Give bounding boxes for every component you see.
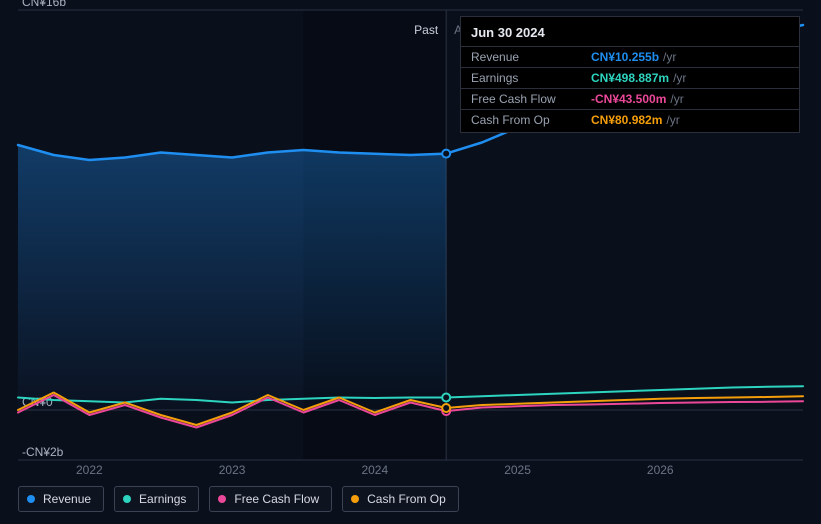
series-fill-revenue <box>18 145 446 410</box>
tooltip-row-label: Revenue <box>471 50 591 64</box>
legend-item-revenue[interactable]: Revenue <box>18 486 104 512</box>
tooltip-row-value: CN¥498.887m <box>591 71 669 85</box>
y-tick-label: -CN¥2b <box>22 445 64 459</box>
chart-container: CN¥16bCN¥0-CN¥2bPastAnalysts Forecasts20… <box>0 0 821 524</box>
legend-dot-icon <box>218 495 226 503</box>
legend: Revenue Earnings Free Cash Flow Cash From O… <box>18 486 459 512</box>
tooltip-row-label: Free Cash Flow <box>471 92 591 106</box>
legend-item-label: Cash From Op <box>367 492 446 506</box>
marker-cfo <box>442 404 450 412</box>
y-tick-label: CN¥16b <box>22 0 66 9</box>
marker-earnings <box>442 394 450 402</box>
tooltip-row-value: CN¥10.255b <box>591 50 659 64</box>
legend-item-label: Revenue <box>43 492 91 506</box>
tooltip-row: Free Cash Flow-CN¥43.500m/yr <box>461 88 799 109</box>
tooltip-row-value: CN¥80.982m <box>591 113 662 127</box>
tooltip-row-unit: /yr <box>670 92 683 106</box>
past-label: Past <box>414 23 439 37</box>
chart-tooltip: Jun 30 2024 RevenueCN¥10.255b/yrEarnings… <box>460 16 800 133</box>
tooltip-row-value: -CN¥43.500m <box>591 92 666 106</box>
tooltip-row-label: Cash From Op <box>471 113 591 127</box>
x-tick-label: 2024 <box>361 463 388 477</box>
marker-revenue <box>442 150 450 158</box>
tooltip-row-unit: /yr <box>666 113 679 127</box>
x-tick-label: 2023 <box>219 463 246 477</box>
tooltip-row-unit: /yr <box>663 50 676 64</box>
legend-dot-icon <box>351 495 359 503</box>
legend-item-label: Free Cash Flow <box>234 492 319 506</box>
legend-item-cfo[interactable]: Cash From Op <box>342 486 459 512</box>
x-tick-label: 2022 <box>76 463 103 477</box>
tooltip-row-unit: /yr <box>673 71 686 85</box>
legend-item-earnings[interactable]: Earnings <box>114 486 199 512</box>
tooltip-row: EarningsCN¥498.887m/yr <box>461 67 799 88</box>
x-tick-label: 2025 <box>504 463 531 477</box>
tooltip-row-label: Earnings <box>471 71 591 85</box>
tooltip-row: RevenueCN¥10.255b/yr <box>461 46 799 67</box>
legend-item-label: Earnings <box>139 492 186 506</box>
legend-item-fcf[interactable]: Free Cash Flow <box>209 486 332 512</box>
tooltip-row: Cash From OpCN¥80.982m/yr <box>461 109 799 130</box>
x-tick-label: 2026 <box>647 463 674 477</box>
legend-dot-icon <box>27 495 35 503</box>
legend-dot-icon <box>123 495 131 503</box>
tooltip-date: Jun 30 2024 <box>461 25 799 46</box>
